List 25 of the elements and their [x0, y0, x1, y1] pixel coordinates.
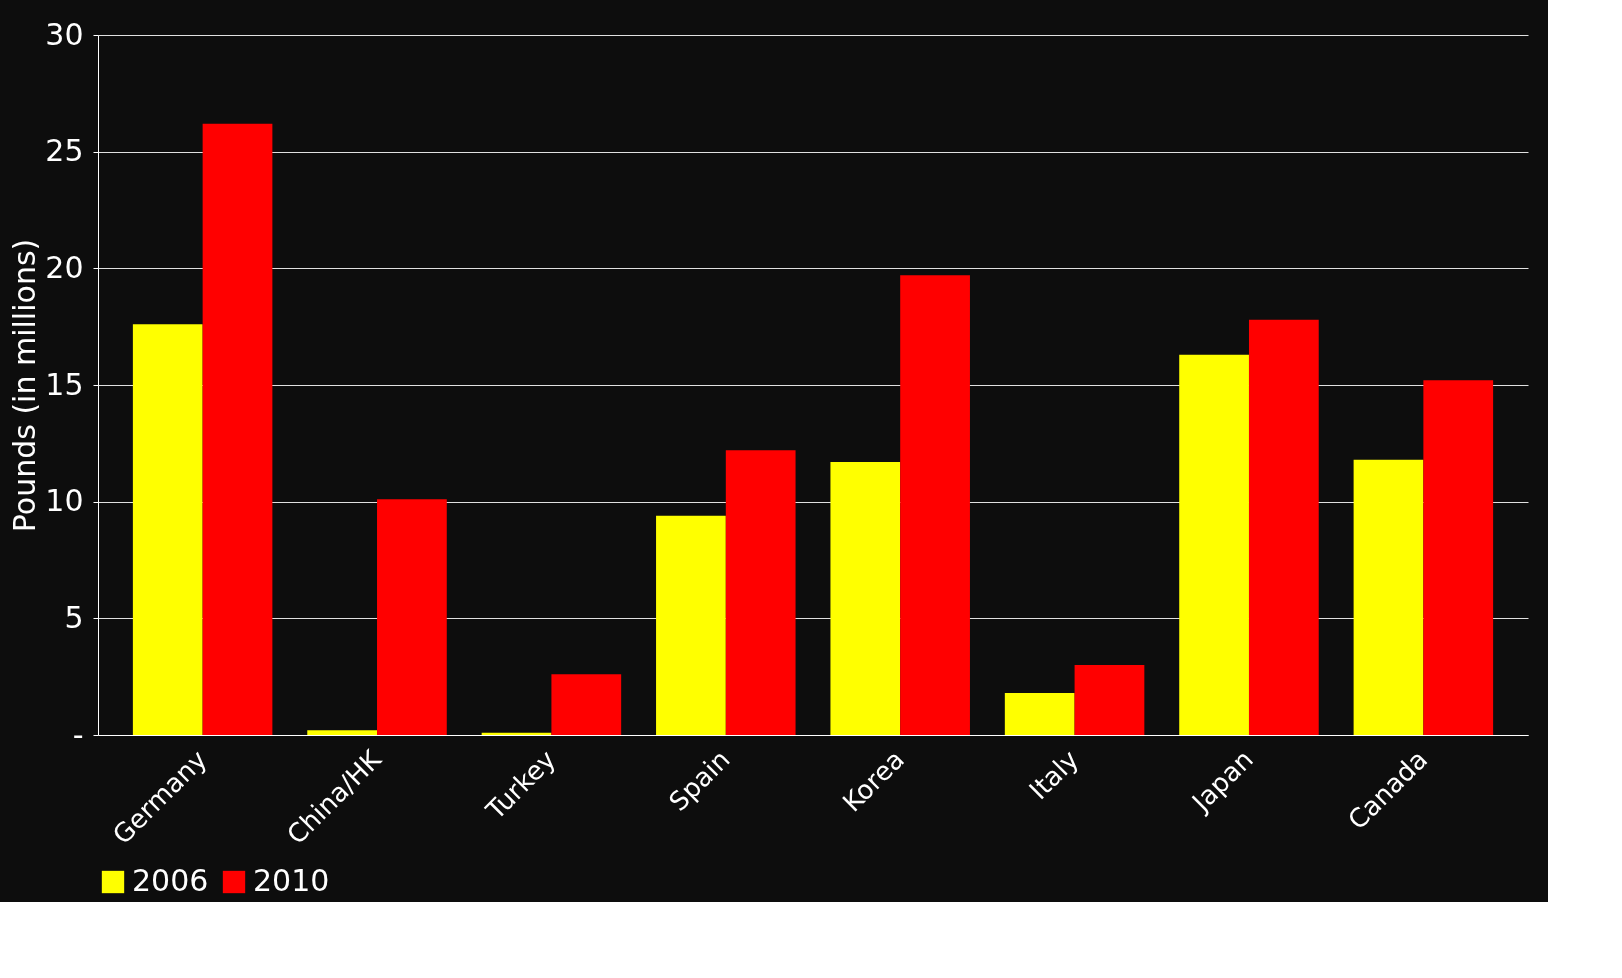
bar [202, 123, 273, 735]
legend-label: 2006 [132, 863, 209, 898]
bar [1074, 665, 1145, 735]
bar [1353, 459, 1424, 735]
y-tick-label: 20 [45, 249, 84, 285]
bar [1179, 354, 1249, 735]
bar [656, 515, 726, 735]
bar [900, 275, 970, 735]
y-tick-label: 15 [45, 366, 84, 402]
bar [830, 462, 901, 735]
bar [551, 674, 622, 735]
y-tick-label: 30 [45, 16, 84, 52]
y-tick-label: 25 [45, 133, 84, 169]
bar [1004, 693, 1075, 735]
y-tick-label: 10 [45, 483, 84, 519]
bar [1423, 380, 1494, 735]
y-tick-label: 5 [64, 599, 84, 635]
y-tick-label: - [72, 716, 84, 752]
bar [377, 499, 447, 735]
bar [132, 324, 203, 735]
bar [725, 450, 796, 735]
legend-label: 2010 [253, 863, 330, 898]
y-axis-title: Pounds (in millions) [7, 238, 43, 533]
bar [1248, 319, 1319, 735]
bar [307, 730, 378, 735]
